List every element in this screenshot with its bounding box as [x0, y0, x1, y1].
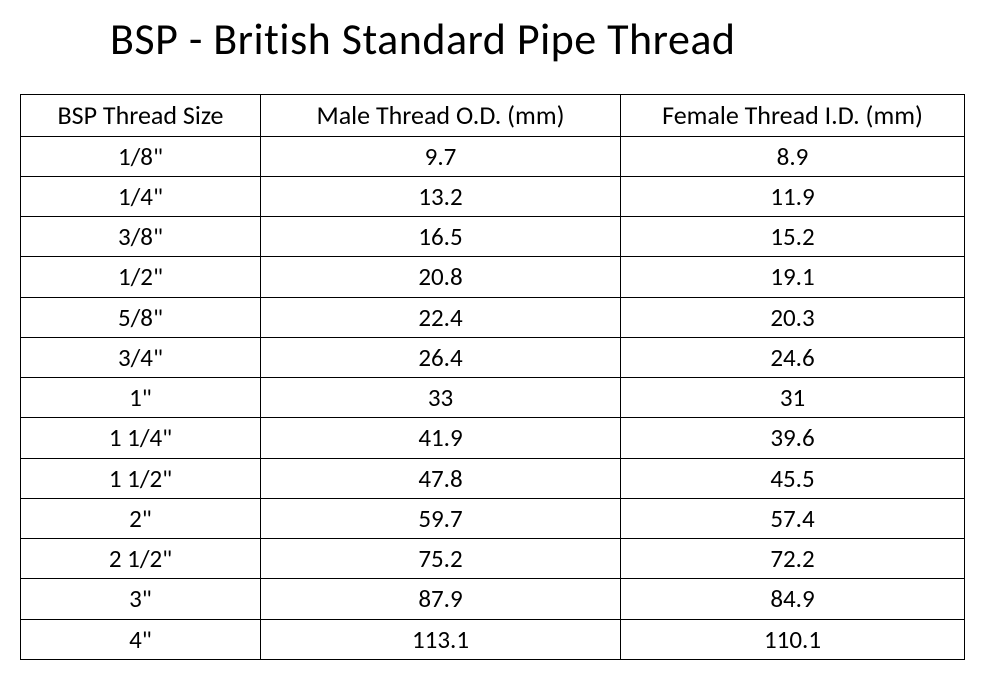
cell-male-od: 20.8: [261, 257, 621, 297]
bsp-thread-table: BSP Thread Size Male Thread O.D. (mm) Fe…: [20, 94, 965, 660]
cell-female-id: 19.1: [621, 257, 965, 297]
cell-size: 2": [21, 498, 261, 538]
table-row: 1/2" 20.8 19.1: [21, 257, 965, 297]
cell-male-od: 22.4: [261, 297, 621, 337]
table-row: 3/4" 26.4 24.6: [21, 337, 965, 377]
col-header-size: BSP Thread Size: [21, 95, 261, 137]
cell-male-od: 59.7: [261, 498, 621, 538]
cell-size: 1 1/2": [21, 458, 261, 498]
page-title: BSP - British Standard Pipe Thread: [110, 12, 964, 66]
cell-male-od: 26.4: [261, 337, 621, 377]
cell-male-od: 16.5: [261, 217, 621, 257]
table-row: 4" 113.1 110.1: [21, 619, 965, 659]
cell-male-od: 75.2: [261, 539, 621, 579]
table-row: 2 1/2" 75.2 72.2: [21, 539, 965, 579]
page-container: BSP - British Standard Pipe Thread BSP T…: [0, 0, 984, 680]
cell-size: 1/8": [21, 136, 261, 176]
cell-male-od: 13.2: [261, 176, 621, 216]
table-header-row: BSP Thread Size Male Thread O.D. (mm) Fe…: [21, 95, 965, 137]
cell-female-id: 24.6: [621, 337, 965, 377]
cell-size: 3/4": [21, 337, 261, 377]
cell-female-id: 84.9: [621, 579, 965, 619]
cell-size: 2 1/2": [21, 539, 261, 579]
col-header-male-od: Male Thread O.D. (mm): [261, 95, 621, 137]
cell-female-id: 20.3: [621, 297, 965, 337]
cell-female-id: 31: [621, 378, 965, 418]
cell-male-od: 33: [261, 378, 621, 418]
cell-size: 5/8": [21, 297, 261, 337]
cell-male-od: 47.8: [261, 458, 621, 498]
table-row: 1" 33 31: [21, 378, 965, 418]
cell-female-id: 15.2: [621, 217, 965, 257]
cell-female-id: 72.2: [621, 539, 965, 579]
table-row: 3" 87.9 84.9: [21, 579, 965, 619]
table-row: 3/8" 16.5 15.2: [21, 217, 965, 257]
col-header-female-id: Female Thread I.D. (mm): [621, 95, 965, 137]
cell-size: 3": [21, 579, 261, 619]
table-body: 1/8" 9.7 8.9 1/4" 13.2 11.9 3/8" 16.5 15…: [21, 136, 965, 659]
cell-male-od: 87.9: [261, 579, 621, 619]
cell-female-id: 57.4: [621, 498, 965, 538]
cell-size: 1": [21, 378, 261, 418]
table-row: 1/4" 13.2 11.9: [21, 176, 965, 216]
cell-male-od: 9.7: [261, 136, 621, 176]
cell-male-od: 113.1: [261, 619, 621, 659]
cell-size: 1/2": [21, 257, 261, 297]
table-row: 2" 59.7 57.4: [21, 498, 965, 538]
cell-size: 1/4": [21, 176, 261, 216]
cell-female-id: 110.1: [621, 619, 965, 659]
cell-female-id: 8.9: [621, 136, 965, 176]
cell-male-od: 41.9: [261, 418, 621, 458]
cell-female-id: 39.6: [621, 418, 965, 458]
table-header: BSP Thread Size Male Thread O.D. (mm) Fe…: [21, 95, 965, 137]
cell-size: 3/8": [21, 217, 261, 257]
cell-female-id: 11.9: [621, 176, 965, 216]
cell-size: 4": [21, 619, 261, 659]
table-row: 1 1/4" 41.9 39.6: [21, 418, 965, 458]
cell-female-id: 45.5: [621, 458, 965, 498]
table-row: 1/8" 9.7 8.9: [21, 136, 965, 176]
cell-size: 1 1/4": [21, 418, 261, 458]
table-row: 1 1/2" 47.8 45.5: [21, 458, 965, 498]
table-row: 5/8" 22.4 20.3: [21, 297, 965, 337]
